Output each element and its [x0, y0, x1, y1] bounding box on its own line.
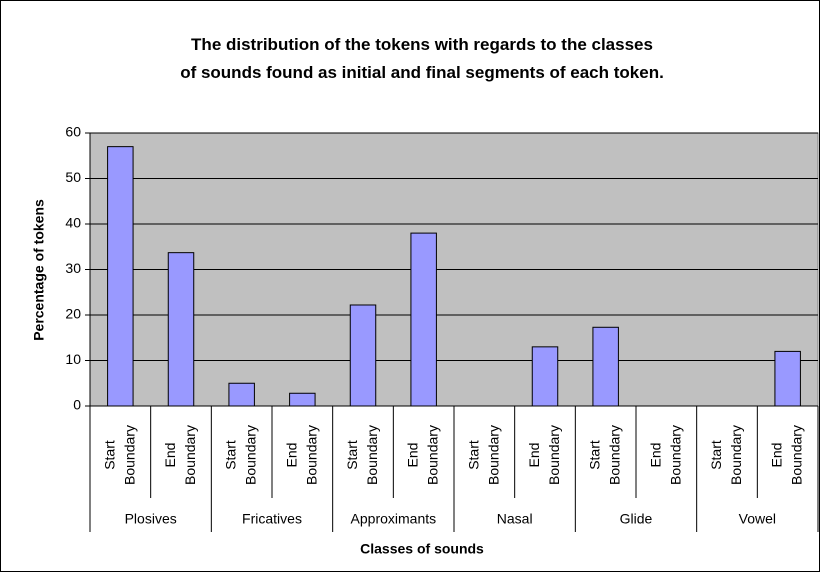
chart-title: The distribution of the tokens with rega… — [180, 35, 664, 82]
bar — [167, 252, 195, 407]
x-tick-label: Start Boundary — [708, 425, 744, 485]
x-tick-label: End Boundary — [283, 425, 319, 485]
y-tick-label: 0 — [73, 397, 81, 413]
y-tick-label: 20 — [65, 306, 81, 322]
y-axis-title: Percentage of tokens — [31, 199, 47, 341]
y-tick-label: 40 — [65, 215, 81, 231]
x-tick-label: Start Boundary — [465, 425, 501, 485]
y-tick-label: 10 — [65, 351, 81, 367]
x-tick-label: Start Boundary — [344, 425, 380, 485]
x-tick-label: End Boundary — [647, 425, 683, 485]
x-tick-label: Start Boundary — [586, 425, 622, 485]
group-label: Vowel — [739, 511, 776, 527]
bar — [289, 392, 316, 407]
bar — [107, 146, 134, 407]
group-label: Plosives — [125, 511, 177, 527]
x-tick-label: End Boundary — [404, 425, 440, 485]
bar — [531, 346, 559, 407]
x-tick-label: Start Boundary — [222, 425, 258, 485]
bar — [349, 304, 377, 407]
bar — [592, 326, 619, 407]
group-label: Approximants — [351, 511, 437, 527]
bar — [228, 382, 255, 407]
bar — [410, 232, 437, 407]
x-axis-title: Classes of sounds — [360, 541, 484, 557]
x-tick-label: End Boundary — [162, 425, 198, 485]
y-tick-label: 30 — [65, 260, 81, 276]
group-label: Nasal — [497, 511, 533, 527]
y-tick-label: 50 — [65, 169, 81, 185]
x-tick-label: End Boundary — [526, 425, 562, 485]
x-tick-label: Start Boundary — [101, 425, 137, 485]
bar — [774, 350, 801, 407]
x-tick-label: End Boundary — [768, 425, 804, 485]
group-label: Fricatives — [242, 511, 302, 527]
y-tick-label: 60 — [65, 124, 81, 140]
group-label: Glide — [620, 511, 653, 527]
